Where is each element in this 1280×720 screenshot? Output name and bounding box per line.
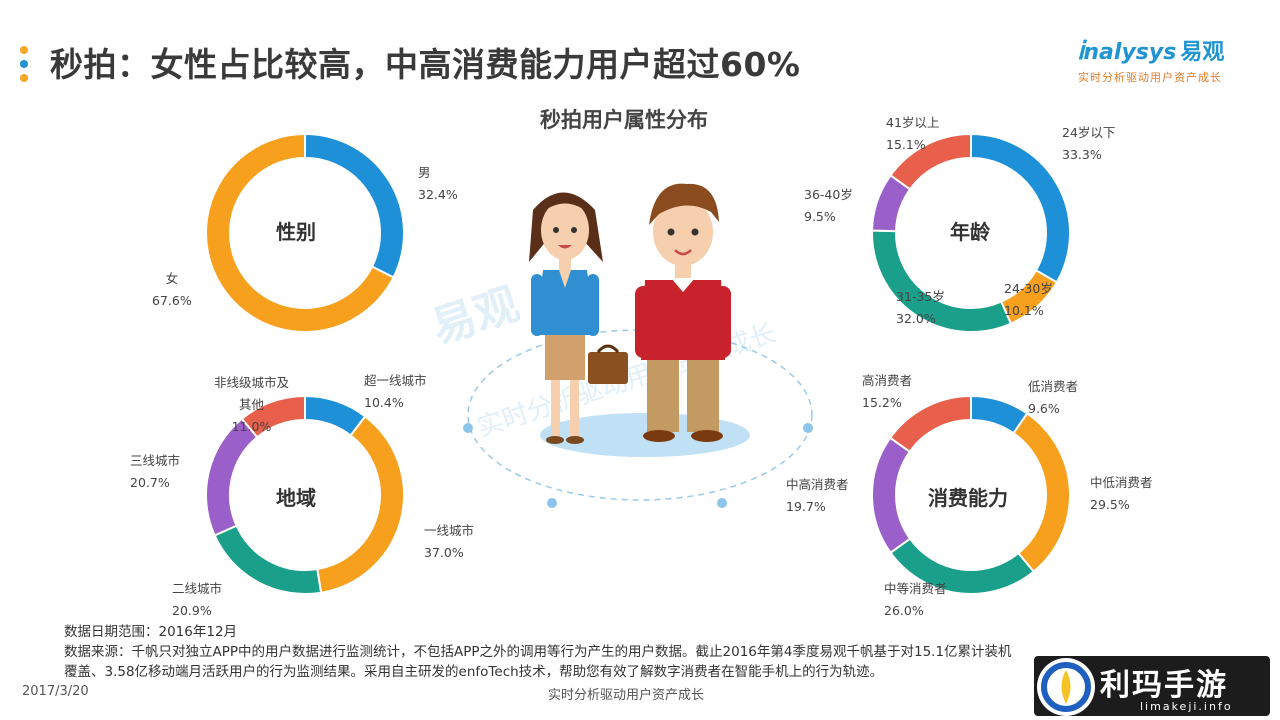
man-figure: [635, 183, 731, 442]
slice-label: 女: [165, 271, 179, 286]
slice-value: 26.0%: [884, 603, 924, 618]
gender-label-female: 女 67.6%: [152, 268, 192, 312]
slice-label: 31-35岁: [896, 289, 945, 304]
slice-value: 19.7%: [786, 499, 826, 514]
slice-label: 24-30岁: [1004, 281, 1053, 296]
slice-label: 中高消费者: [786, 477, 849, 492]
footer-tagline: 实时分析驱动用户资产成长: [548, 688, 705, 703]
consumption-label-high: 高消费者 15.2%: [862, 370, 912, 414]
slice-label: 24岁以下: [1062, 125, 1116, 140]
region-label-tier3: 三线城市 20.7%: [130, 450, 180, 494]
woman-figure: [529, 192, 628, 444]
donut-slice: [316, 414, 405, 594]
report-date: 2017/3/20: [22, 684, 89, 699]
slice-value: 9.5%: [804, 209, 836, 224]
brand-url: limakeji.info: [1140, 700, 1233, 713]
slice-value: 33.3%: [1062, 147, 1102, 162]
logo-name-cn: 易观: [1180, 40, 1225, 65]
bullet-dot: [20, 46, 28, 54]
slice-label: 二线城市: [172, 581, 223, 596]
donut-slice: [1012, 412, 1071, 574]
donut-center-label: 年龄: [950, 220, 990, 244]
age-label-36-40: 36-40岁 9.5%: [804, 184, 853, 228]
donut-slice: [240, 394, 306, 439]
couple-illustration: [463, 183, 813, 508]
slice-label: 非线级城市及: [214, 375, 290, 390]
slice-value: 15.2%: [862, 395, 902, 410]
chart-subtitle: 秒拍用户属性分布: [540, 108, 708, 132]
bullet-dot: [20, 60, 28, 68]
slice-label: 36-40岁: [804, 187, 853, 202]
donut-slice: [970, 132, 1071, 284]
orbit-dot: [803, 423, 813, 433]
slice-label: 中低消费者: [1090, 475, 1153, 490]
brand-name: 利玛手游: [1100, 668, 1228, 703]
slice-value: 15.1%: [886, 137, 926, 152]
donut-slice: [871, 436, 912, 555]
age-label-24-30: 24-30岁 10.1%: [1004, 278, 1053, 322]
slice-value: 32.0%: [896, 311, 936, 326]
region-label-tier1: 一线城市 37.0%: [424, 520, 474, 564]
region-label-super-tier1: 超一线城市 10.4%: [364, 370, 427, 414]
donut-slice: [888, 394, 972, 454]
donut-slice: [889, 132, 972, 191]
slice-value: 67.6%: [152, 293, 192, 308]
slice-label: 男: [418, 165, 431, 180]
age-label-under24: 24岁以下 33.3%: [1062, 122, 1115, 166]
slice-label: 其他: [239, 397, 265, 412]
region-label-tier2: 二线城市 20.9%: [172, 578, 222, 622]
donut-slice: [304, 132, 405, 279]
slice-label: 高消费者: [862, 373, 913, 388]
logo-tagline: 实时分析驱动用户资产成长: [1078, 71, 1222, 84]
gender-label-male: 男 32.4%: [418, 162, 458, 206]
orbit-dot: [717, 498, 727, 508]
slice-value: 11.0%: [231, 419, 272, 434]
age-label-31-35: 31-35岁 32.0%: [896, 286, 945, 330]
slice-label: 41岁以上: [886, 115, 940, 130]
region-label-other: 非线级城市及 其他 11.0%: [214, 372, 289, 438]
page-title: 秒拍：女性占比较高，中高消费能力用户超过60%: [50, 45, 801, 84]
date-range-note: 数据日期范围：2016年12月: [64, 624, 238, 640]
slice-value: 20.9%: [172, 603, 212, 618]
donut-center-label: 消费能力: [928, 486, 1008, 510]
donut-slice: [213, 524, 323, 595]
consumption-label-mid-high: 中高消费者 19.7%: [786, 474, 849, 518]
age-label-over41: 41岁以上 15.1%: [886, 112, 939, 156]
slice-label: 超一线城市: [364, 373, 427, 388]
donut-slice: [205, 132, 395, 333]
consumption-label-mid: 中等消费者 26.0%: [884, 578, 947, 622]
logo-name: nalysys: [1083, 40, 1177, 65]
slice-value: 29.5%: [1090, 497, 1130, 512]
slice-value: 37.0%: [424, 545, 464, 560]
consumption-label-low: 低消费者 9.6%: [1028, 376, 1078, 420]
brand-logo-icon: [1037, 658, 1095, 716]
slice-value: 10.4%: [364, 395, 404, 410]
slice-label: 中等消费者: [884, 581, 947, 596]
donut-center-label: 性别: [276, 220, 316, 244]
slice-value: 10.1%: [1004, 303, 1044, 318]
orbit-dot: [463, 423, 473, 433]
analysys-logo: Ꭵnalysys 易观 实时分析驱动用户资产成长: [1078, 34, 1248, 85]
source-note-line2: 覆盖、3.58亿移动端月活跃用户的行为监测结果。采用自主研发的enfoTech技…: [64, 664, 884, 680]
slice-label: 一线城市: [424, 523, 475, 538]
title-bullet-dots: [20, 46, 30, 88]
orbit-ellipse: [467, 329, 813, 501]
source-note-line1: 数据来源：千帆只对独立APP中的用户数据进行监测统计，不包括APP之外的调用等行…: [64, 644, 1012, 660]
slice-value: 20.7%: [130, 475, 170, 490]
consumption-label-mid-low: 中低消费者 29.5%: [1090, 472, 1153, 516]
donut-center-label: 地域: [276, 486, 316, 510]
slice-label: 低消费者: [1028, 379, 1079, 394]
slice-value: 32.4%: [418, 187, 458, 202]
slice-label: 三线城市: [130, 453, 181, 468]
bullet-dot: [20, 74, 28, 82]
slice-value: 9.6%: [1028, 401, 1060, 416]
orbit-dot: [547, 498, 557, 508]
